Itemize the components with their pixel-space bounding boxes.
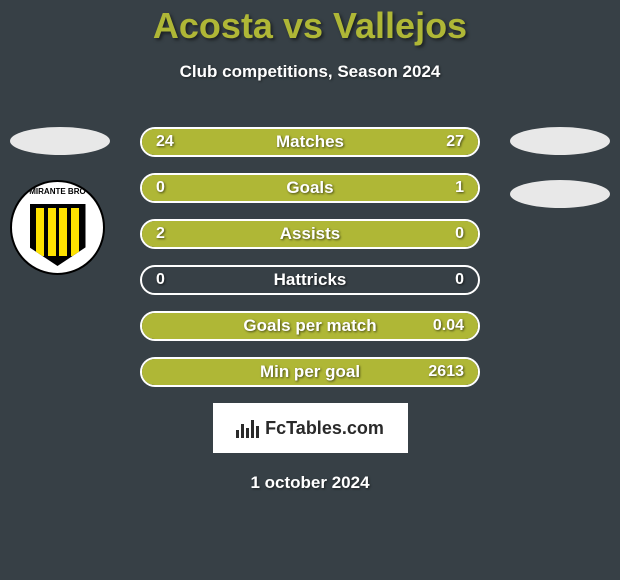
stat-value-left: 2 [156,225,165,243]
stat-label: Matches [276,132,344,152]
stat-label: Goals per match [243,316,376,336]
stat-value-right: 2613 [428,363,464,381]
stat-value-right: 0 [455,225,464,243]
fctables-logo: FcTables.com [213,403,408,453]
badge-shield [30,204,86,266]
stat-value-left: 24 [156,133,174,151]
comparison-content: MIRANTE BRO 24Matches270Goals12Assists00… [0,127,620,387]
logo-text: FcTables.com [265,418,384,439]
date-text: 1 october 2024 [0,473,620,493]
badge-text: MIRANTE BRO [12,187,103,196]
stat-value-right: 0 [455,271,464,289]
stats-list: 24 Matches 27 0 Goals 1 2 Assists 0 0 Hattricks 0 Go… [140,127,480,387]
player-right-column [510,127,610,233]
stat-value-right: 0.04 [433,317,464,335]
stat-row: 0 Goals 1 [140,173,480,203]
stat-value-right: 27 [446,133,464,151]
stat-label: Goals [286,178,333,198]
page-subtitle: Club competitions, Season 2024 [0,62,620,82]
stat-fill-right [202,175,478,201]
stat-value-left: 0 [156,179,165,197]
stat-value-right: 1 [455,179,464,197]
stat-row: Min per goal 2613 [140,357,480,387]
player-right-avatar [510,127,610,155]
team-right-placeholder [510,180,610,208]
stat-row: 2 Assists 0 [140,219,480,249]
stat-label: Assists [280,224,340,244]
team-badge-left: MIRANTE BRO [10,180,110,290]
stat-label: Min per goal [260,362,360,382]
stat-value-left: 0 [156,271,165,289]
stat-row: 24 Matches 27 [140,127,480,157]
player-left-column: MIRANTE BRO [10,127,110,290]
stat-fill-right [418,221,478,247]
page-title: Acosta vs Vallejos [0,5,620,47]
logo-bars-icon [236,418,259,438]
player-left-avatar [10,127,110,155]
stat-row: Goals per match 0.04 [140,311,480,341]
stat-row: 0 Hattricks 0 [140,265,480,295]
stat-label: Hattricks [274,270,347,290]
stat-fill-left [142,175,202,201]
